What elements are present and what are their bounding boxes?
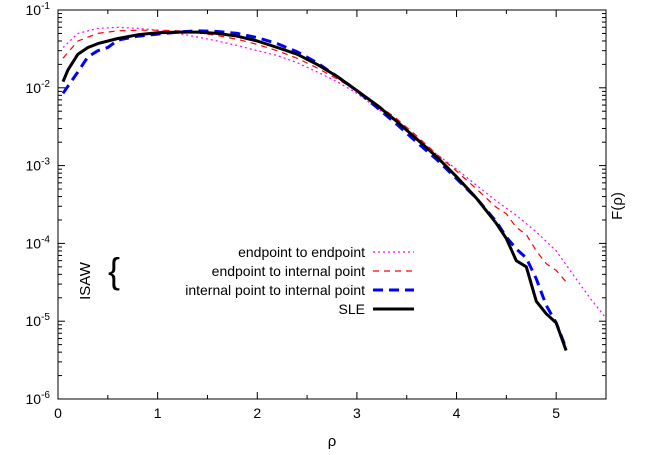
y-tick-label: 10-5 <box>26 312 51 329</box>
x-tick-label: 3 <box>353 405 361 421</box>
axis-tick-labels: 0 1 2 3 4 5 10-1 10-2 10-3 10-4 10-5 10-6 <box>26 1 561 421</box>
y-tick-label: 10-2 <box>26 79 51 96</box>
legend-label: endpoint to internal point <box>212 263 365 279</box>
series-layer <box>61 26 606 352</box>
y-axis-title: F(ρ) <box>609 192 626 220</box>
legend-brace: { <box>108 250 120 291</box>
axis-ticks <box>57 9 606 400</box>
legend-group-label: ISAW <box>77 261 94 300</box>
plot-frame <box>57 9 607 400</box>
x-axis-title: ρ <box>328 433 337 450</box>
legend: ISAW { endpoint to endpoint endpoint to i… <box>77 244 414 317</box>
y-tick-label: 10-3 <box>26 157 51 174</box>
series-line-4 <box>61 30 568 352</box>
x-tick-label: 1 <box>154 405 162 421</box>
series-line-3 <box>61 29 568 349</box>
series-line-2 <box>62 29 567 283</box>
x-tick-label: 0 <box>54 405 62 421</box>
series-line-1 <box>62 26 606 319</box>
legend-label: endpoint to endpoint <box>238 244 365 260</box>
x-tick-label: 5 <box>552 405 560 421</box>
x-tick-label: 4 <box>453 405 461 421</box>
legend-label: internal point to internal point <box>185 282 365 298</box>
legend-label: SLE <box>339 301 365 317</box>
y-tick-label: 10-4 <box>26 234 51 251</box>
y-tick-label: 10-1 <box>26 1 51 18</box>
y-tick-label: 10-6 <box>26 390 51 407</box>
x-tick-label: 2 <box>253 405 261 421</box>
